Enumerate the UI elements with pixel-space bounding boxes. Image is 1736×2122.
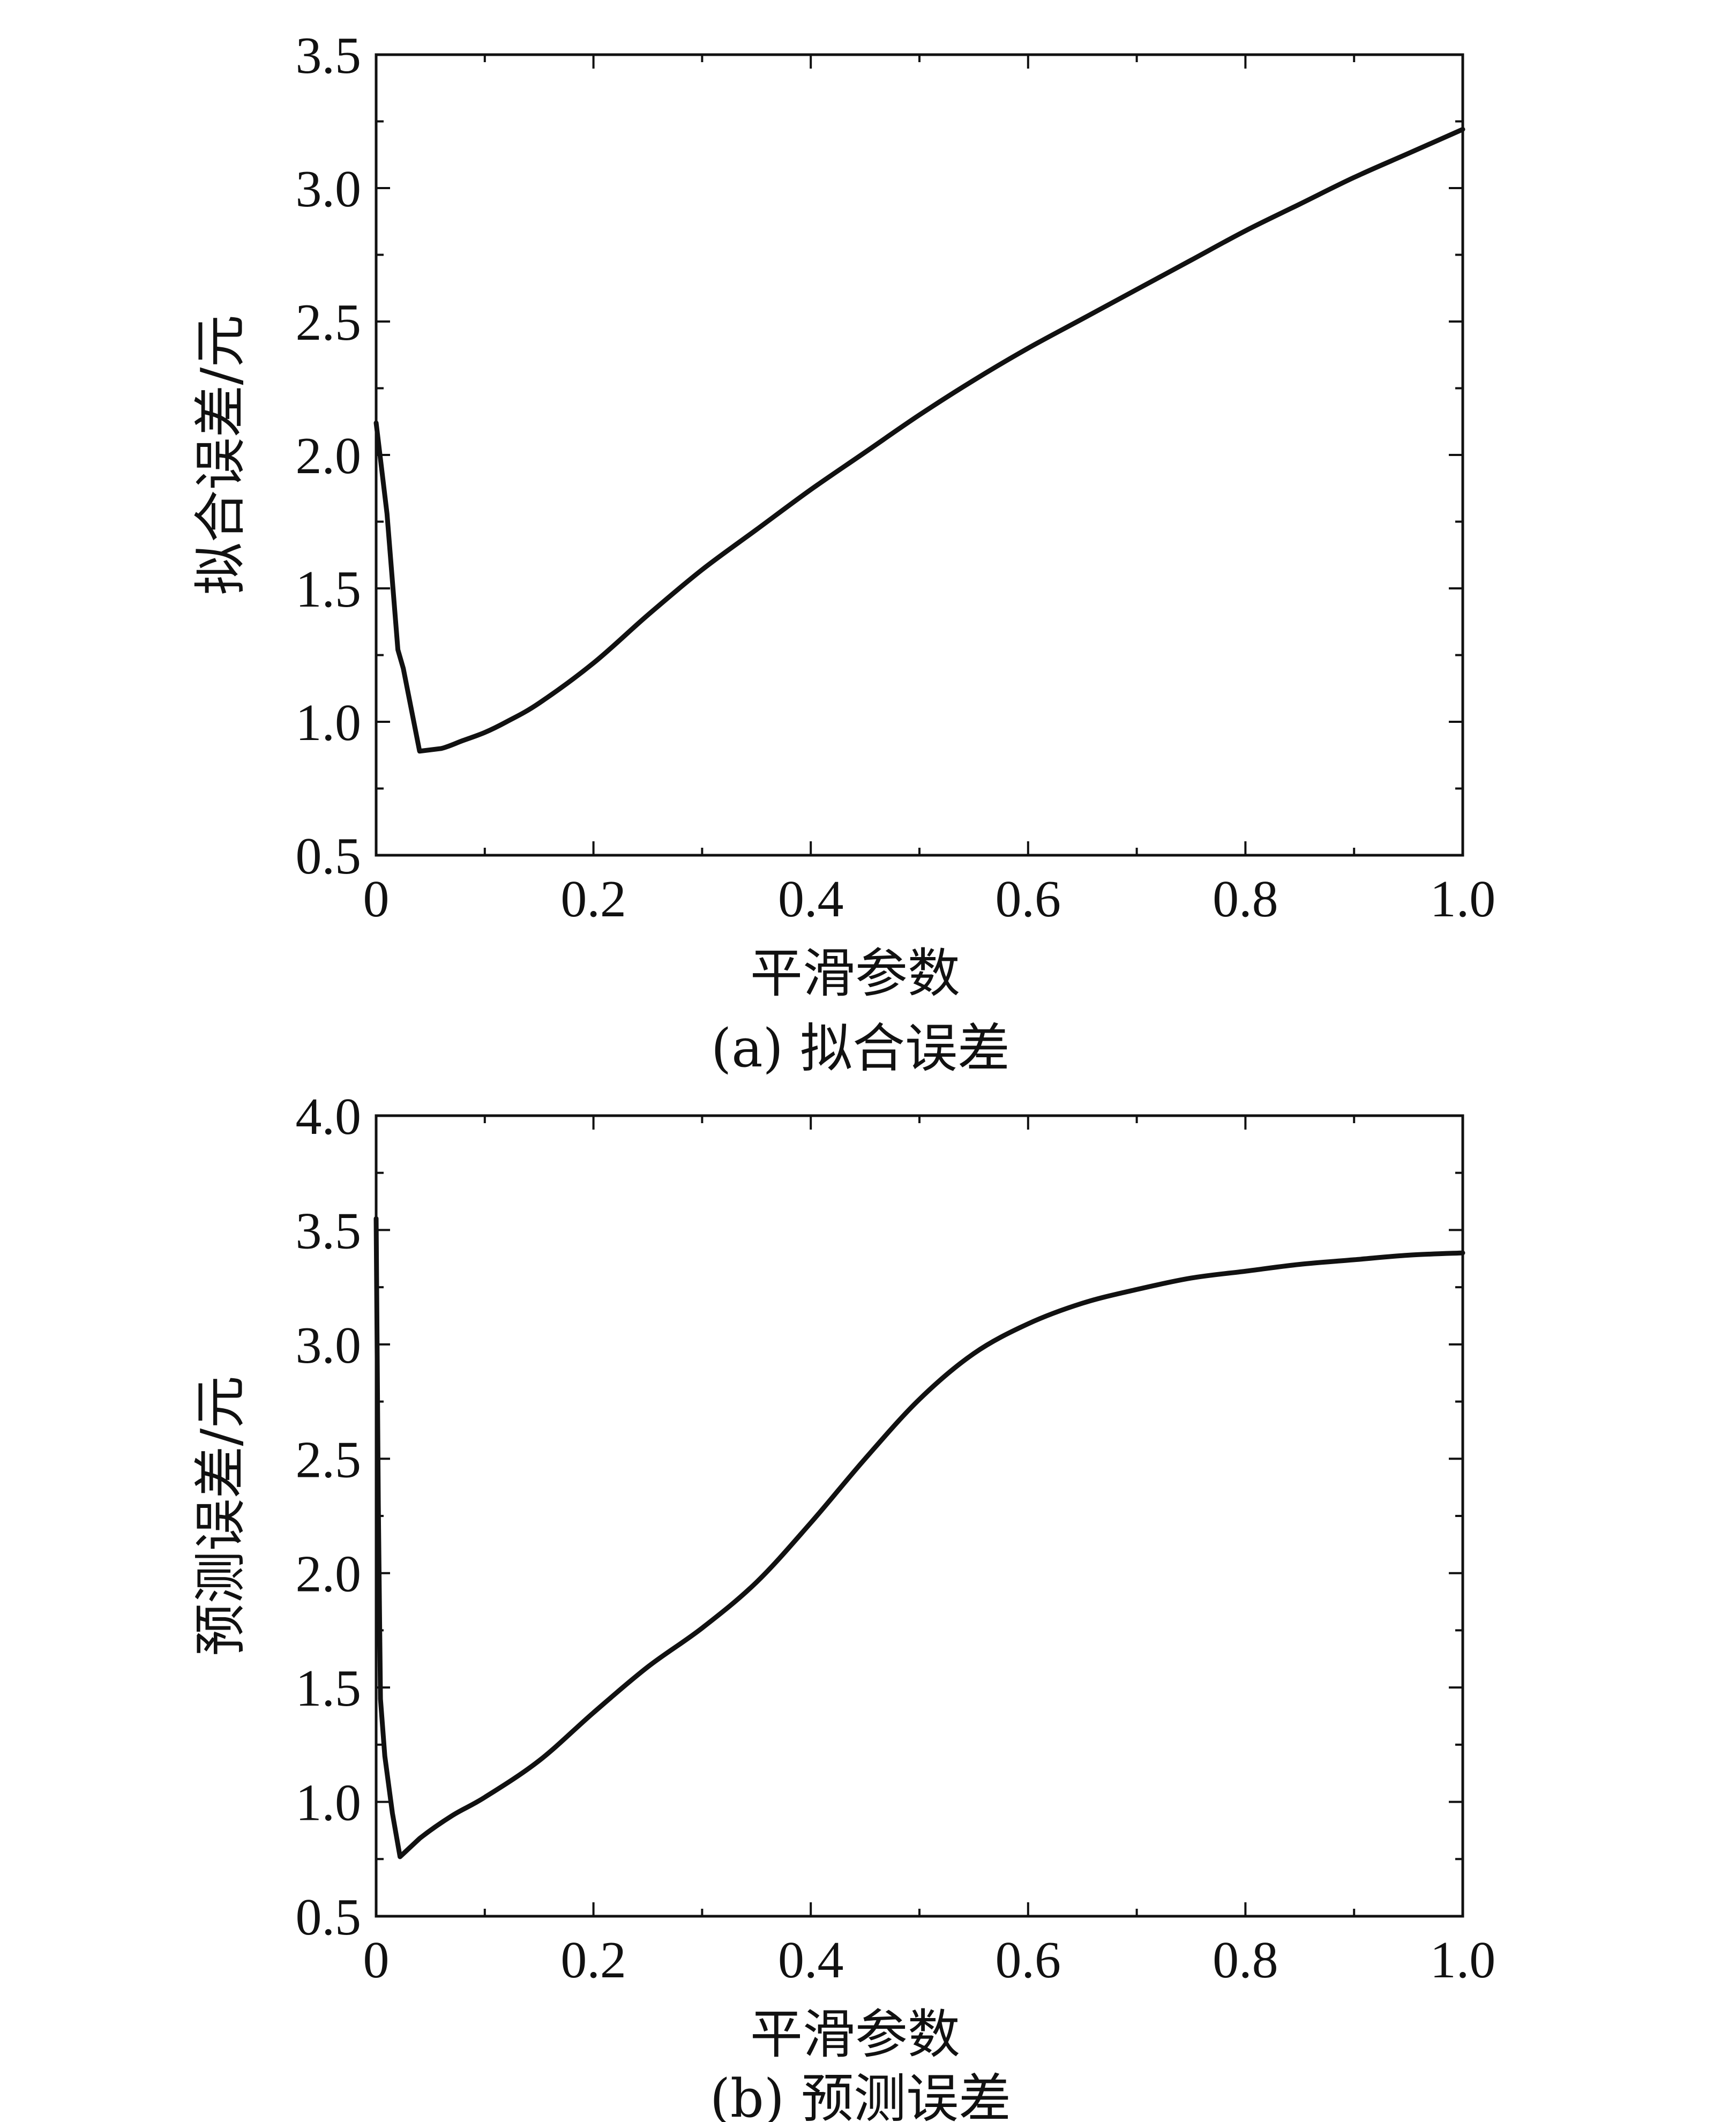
y-axis-title: 预测误差/元: [190, 1376, 251, 1656]
x-tick-label: 0.8: [1213, 870, 1278, 928]
series-line-0: [373, 126, 1465, 754]
y-tick-label: 2.0: [296, 1545, 362, 1603]
x-axis-title: 平滑参数: [750, 943, 960, 1004]
y-tick-label: 1.0: [296, 694, 362, 752]
y-tick-label: 4.0: [296, 1088, 362, 1146]
x-tick-label: 1.0: [1430, 870, 1496, 928]
y-tick-label: 0.5: [296, 1888, 362, 1946]
y-axis-title: 拟合误差/元: [190, 315, 251, 595]
y-tick-label: 1.5: [296, 561, 362, 618]
x-tick-label: 0.8: [1213, 1931, 1278, 1989]
x-tick-label: 0: [363, 1931, 390, 1989]
x-tick-label: 0.2: [560, 1931, 626, 1989]
x-axis-title: 平滑参数: [750, 2004, 960, 2065]
y-tick-label: 1.0: [296, 1774, 362, 1832]
plot-frame: [375, 53, 1464, 857]
y-tick-label: 0.5: [296, 827, 362, 885]
chart-fitting-error: 0 0.2 0.4 0.6 0.8 1.0 0.5 1.0 1.5 2.0 2.5 3.0 3.5 平滑参…: [190, 27, 1495, 1079]
x-tick-label: 0.4: [778, 870, 844, 928]
y-tick-label: 2.0: [296, 427, 362, 485]
y-tick-label: 1.5: [296, 1660, 362, 1717]
y-tick-label: 2.5: [296, 1431, 362, 1489]
y-tick-label: 3.0: [296, 1317, 362, 1374]
x-tick-label: 0.6: [996, 1931, 1061, 1989]
x-tick-label: 0.6: [996, 870, 1061, 928]
series-line-0: [373, 1216, 1465, 1859]
y-tick-label: 3.5: [296, 27, 362, 85]
plot-frame: [375, 1114, 1464, 1918]
x-tick-label: 0: [363, 870, 390, 928]
chart-caption: (b) 预测误差: [710, 2068, 1011, 2122]
y-tick-label: 3.0: [296, 160, 362, 218]
chart-prediction-error: 0 0.2 0.4 0.6 0.8 1.0 0.5 1.0 1.5 2.0 2.5 3.0 3.5 4.0…: [190, 1088, 1495, 2122]
x-tick-label: 0.4: [778, 1931, 844, 1989]
y-tick-label: 3.5: [296, 1202, 362, 1260]
x-tick-label: 0.2: [560, 870, 626, 928]
y-tick-label: 2.5: [296, 294, 362, 352]
x-tick-label: 1.0: [1430, 1931, 1496, 1989]
chart-caption: (a) 拟合误差: [711, 1018, 1010, 1079]
